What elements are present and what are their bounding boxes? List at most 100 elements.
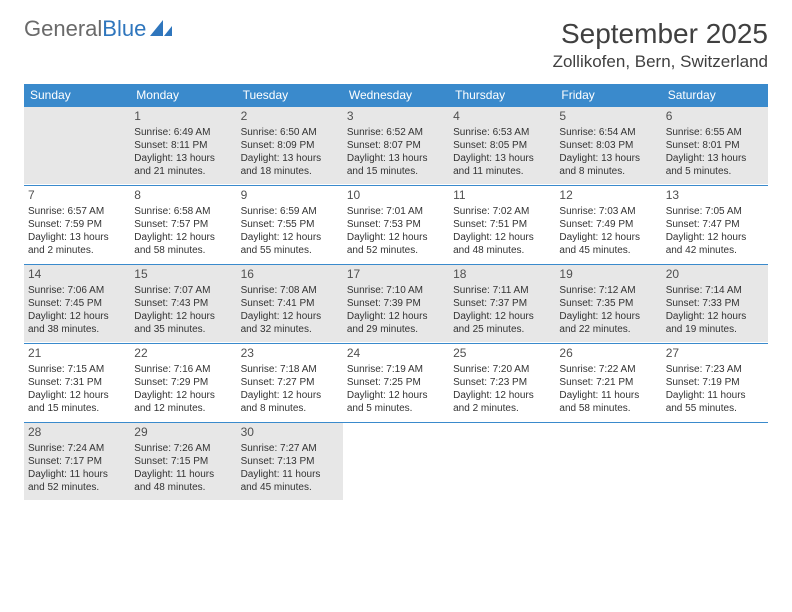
day-text: Sunset: 7:17 PM [28, 455, 126, 468]
day-number: 11 [453, 188, 551, 204]
day-number: 17 [347, 267, 445, 283]
day-number: 2 [241, 109, 339, 125]
day-number: 22 [134, 346, 232, 362]
month-title: September 2025 [553, 18, 768, 50]
day-text: and 38 minutes. [28, 323, 126, 336]
day-text: Sunrise: 6:53 AM [453, 126, 551, 139]
day-text: Sunrise: 7:07 AM [134, 284, 232, 297]
day-text: and 2 minutes. [453, 402, 551, 415]
day-text: Daylight: 12 hours [28, 310, 126, 323]
day-text: Daylight: 12 hours [241, 389, 339, 402]
day-cell: 25Sunrise: 7:20 AMSunset: 7:23 PMDayligh… [449, 343, 555, 421]
day-text: Daylight: 12 hours [559, 231, 657, 244]
day-text: Daylight: 12 hours [559, 310, 657, 323]
day-blank [24, 106, 130, 184]
day-text: and 52 minutes. [347, 244, 445, 257]
day-cell: 23Sunrise: 7:18 AMSunset: 7:27 PMDayligh… [237, 343, 343, 421]
sail-icon [150, 20, 172, 38]
day-cell: 29Sunrise: 7:26 AMSunset: 7:15 PMDayligh… [130, 422, 236, 500]
day-number: 20 [666, 267, 764, 283]
day-cell: 1Sunrise: 6:49 AMSunset: 8:11 PMDaylight… [130, 106, 236, 184]
title-block: September 2025 Zollikofen, Bern, Switzer… [553, 18, 768, 72]
day-text: and 8 minutes. [559, 165, 657, 178]
day-text: Daylight: 13 hours [347, 152, 445, 165]
logo-text-gray: General [24, 18, 102, 40]
day-text: Daylight: 12 hours [453, 310, 551, 323]
day-text: Sunset: 7:43 PM [134, 297, 232, 310]
day-text: Daylight: 12 hours [241, 231, 339, 244]
day-cell: 16Sunrise: 7:08 AMSunset: 7:41 PMDayligh… [237, 264, 343, 342]
day-text: Daylight: 12 hours [347, 310, 445, 323]
day-text: and 29 minutes. [347, 323, 445, 336]
day-text: Daylight: 13 hours [559, 152, 657, 165]
day-text: Sunset: 7:57 PM [134, 218, 232, 231]
day-number: 7 [28, 188, 126, 204]
day-cell: 18Sunrise: 7:11 AMSunset: 7:37 PMDayligh… [449, 264, 555, 342]
day-text: and 42 minutes. [666, 244, 764, 257]
day-text: Sunset: 7:47 PM [666, 218, 764, 231]
dow-sun: Sunday [24, 84, 130, 106]
day-text: Daylight: 13 hours [453, 152, 551, 165]
day-text: and 45 minutes. [241, 481, 339, 494]
day-text: and 15 minutes. [28, 402, 126, 415]
day-text: Daylight: 13 hours [28, 231, 126, 244]
day-text: Sunset: 7:37 PM [453, 297, 551, 310]
day-text: and 18 minutes. [241, 165, 339, 178]
day-text: and 5 minutes. [347, 402, 445, 415]
day-number: 27 [666, 346, 764, 362]
day-text: and 58 minutes. [559, 402, 657, 415]
day-blank [343, 422, 449, 500]
day-text: Sunrise: 6:55 AM [666, 126, 764, 139]
header: GeneralBlue September 2025 Zollikofen, B… [24, 18, 768, 72]
day-text: and 45 minutes. [559, 244, 657, 257]
day-cell: 28Sunrise: 7:24 AMSunset: 7:17 PMDayligh… [24, 422, 130, 500]
day-cell: 17Sunrise: 7:10 AMSunset: 7:39 PMDayligh… [343, 264, 449, 342]
day-number: 4 [453, 109, 551, 125]
week-row: 7Sunrise: 6:57 AMSunset: 7:59 PMDaylight… [24, 185, 768, 264]
dow-thu: Thursday [449, 84, 555, 106]
day-text: Sunset: 8:03 PM [559, 139, 657, 152]
day-text: Sunrise: 7:12 AM [559, 284, 657, 297]
day-number: 30 [241, 425, 339, 441]
day-number: 25 [453, 346, 551, 362]
day-text: and 55 minutes. [666, 402, 764, 415]
day-text: Sunset: 7:29 PM [134, 376, 232, 389]
day-text: Sunset: 7:21 PM [559, 376, 657, 389]
week-row: 14Sunrise: 7:06 AMSunset: 7:45 PMDayligh… [24, 264, 768, 343]
week-row: 1Sunrise: 6:49 AMSunset: 8:11 PMDaylight… [24, 106, 768, 185]
day-text: Sunrise: 7:11 AM [453, 284, 551, 297]
day-text: Sunset: 7:23 PM [453, 376, 551, 389]
day-number: 29 [134, 425, 232, 441]
day-text: Daylight: 12 hours [134, 389, 232, 402]
day-cell: 26Sunrise: 7:22 AMSunset: 7:21 PMDayligh… [555, 343, 661, 421]
day-cell: 7Sunrise: 6:57 AMSunset: 7:59 PMDaylight… [24, 185, 130, 263]
calendar: Sunday Monday Tuesday Wednesday Thursday… [24, 84, 768, 501]
day-text: Sunset: 7:31 PM [28, 376, 126, 389]
day-cell: 30Sunrise: 7:27 AMSunset: 7:13 PMDayligh… [237, 422, 343, 500]
day-text: Sunrise: 7:06 AM [28, 284, 126, 297]
day-text: Sunset: 7:53 PM [347, 218, 445, 231]
day-text: and 35 minutes. [134, 323, 232, 336]
day-text: Sunset: 7:39 PM [347, 297, 445, 310]
day-text: Daylight: 12 hours [453, 231, 551, 244]
day-text: Sunrise: 7:18 AM [241, 363, 339, 376]
day-text: Daylight: 11 hours [559, 389, 657, 402]
day-text: and 2 minutes. [28, 244, 126, 257]
weeks-container: 1Sunrise: 6:49 AMSunset: 8:11 PMDaylight… [24, 106, 768, 501]
day-text: Sunset: 7:13 PM [241, 455, 339, 468]
day-text: Daylight: 12 hours [347, 231, 445, 244]
day-text: Sunset: 8:05 PM [453, 139, 551, 152]
dow-wed: Wednesday [343, 84, 449, 106]
day-text: Sunset: 7:55 PM [241, 218, 339, 231]
day-number: 19 [559, 267, 657, 283]
day-cell: 12Sunrise: 7:03 AMSunset: 7:49 PMDayligh… [555, 185, 661, 263]
day-text: and 15 minutes. [347, 165, 445, 178]
day-cell: 15Sunrise: 7:07 AMSunset: 7:43 PMDayligh… [130, 264, 236, 342]
day-text: Sunset: 7:35 PM [559, 297, 657, 310]
day-cell: 19Sunrise: 7:12 AMSunset: 7:35 PMDayligh… [555, 264, 661, 342]
day-text: and 48 minutes. [453, 244, 551, 257]
day-text: Sunrise: 7:15 AM [28, 363, 126, 376]
day-text: and 52 minutes. [28, 481, 126, 494]
day-cell: 13Sunrise: 7:05 AMSunset: 7:47 PMDayligh… [662, 185, 768, 263]
dow-mon: Monday [130, 84, 236, 106]
